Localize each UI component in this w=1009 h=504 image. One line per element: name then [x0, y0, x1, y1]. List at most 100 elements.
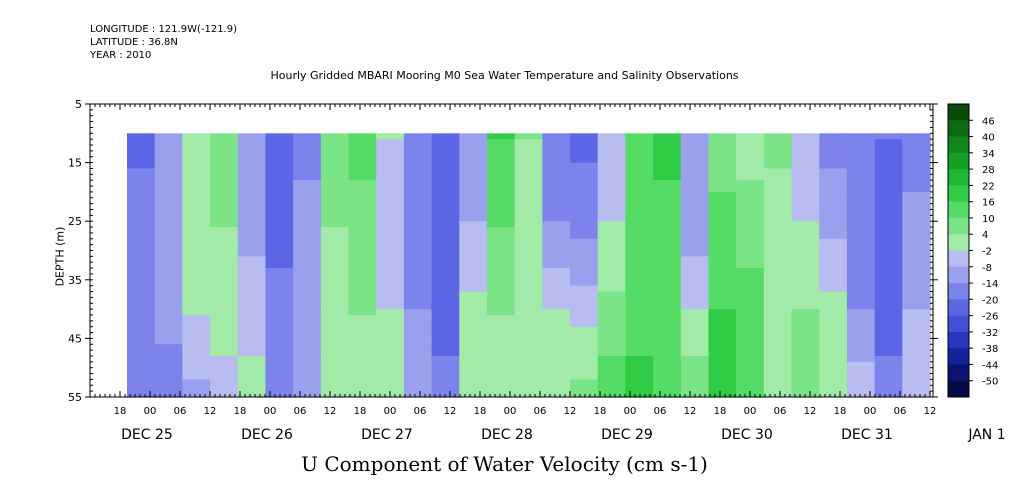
- colorbar-tick-label: -26: [982, 312, 998, 323]
- colorbar-tick-label: 16: [982, 198, 995, 209]
- heatmap-cell: [431, 314, 460, 322]
- heatmap-cell: [320, 191, 350, 199]
- heatmap-cell: [570, 338, 599, 345]
- heatmap-cell: [154, 150, 183, 158]
- heatmap-cell: [431, 191, 460, 199]
- heatmap-cell: [791, 291, 820, 298]
- heatmap-cell: [902, 332, 931, 339]
- heatmap-cell: [182, 279, 211, 287]
- heatmap-cell: [708, 150, 737, 158]
- heatmap-cell: [625, 203, 654, 211]
- heatmap-cell: [680, 227, 710, 234]
- heatmap-cell: [265, 297, 294, 304]
- heatmap-cell: [736, 139, 765, 146]
- heatmap-cell: [237, 344, 267, 351]
- heatmap-cell: [348, 244, 377, 252]
- heatmap-cell: [902, 291, 931, 298]
- heatmap-cell: [154, 191, 183, 199]
- heatmap-cell: [210, 273, 239, 281]
- heatmap-cell: [653, 350, 682, 357]
- heatmap-cell: [791, 367, 820, 375]
- heatmap-cell: [736, 168, 765, 175]
- heatmap-cell: [348, 291, 377, 298]
- heatmap-cell: [237, 314, 267, 322]
- heatmap-cell: [431, 203, 460, 211]
- heatmap-cell: [708, 250, 737, 257]
- heatmap-cell: [320, 344, 350, 351]
- heatmap-cell: [320, 262, 350, 269]
- heatmap-cell: [486, 385, 516, 392]
- heatmap-cell: [459, 314, 488, 322]
- heatmap-cell: [210, 297, 239, 304]
- heatmap-cell: [376, 139, 405, 146]
- heatmap-cell: [680, 150, 710, 158]
- heatmap-cell: [293, 197, 322, 205]
- heatmap-cell: [736, 232, 765, 240]
- heatmap-cell: [819, 250, 848, 257]
- heatmap-cell: [265, 186, 294, 193]
- heatmap-cell: [459, 139, 488, 146]
- heatmap-cell: [403, 139, 433, 146]
- heatmap-cell: [210, 197, 239, 205]
- heatmap-cell: [597, 373, 627, 381]
- heatmap-cell: [127, 314, 156, 322]
- heatmap-cell: [597, 367, 627, 375]
- heatmap-cell: [486, 361, 516, 369]
- x-hour-label: 18: [234, 406, 247, 417]
- heatmap-cell: [210, 391, 239, 398]
- heatmap-cell: [874, 391, 903, 398]
- heatmap-cell: [127, 373, 156, 381]
- heatmap-cell: [293, 133, 322, 140]
- heatmap-cell: [653, 209, 682, 216]
- x-day-label: DEC 29: [601, 427, 653, 443]
- heatmap-cell: [376, 344, 405, 351]
- heatmap-cell: [127, 250, 156, 257]
- heatmap-cell: [846, 303, 876, 310]
- heatmap-cell: [403, 355, 433, 363]
- heatmap-cell: [237, 285, 267, 293]
- heatmap-cell: [542, 314, 571, 322]
- heatmap-cell: [154, 256, 183, 263]
- heatmap-cell: [431, 209, 460, 216]
- heatmap-cell: [431, 133, 460, 140]
- heatmap-cell: [237, 367, 267, 375]
- heatmap-cell: [376, 326, 405, 334]
- heatmap-cell: [265, 256, 294, 263]
- heatmap-cell: [653, 303, 682, 310]
- heatmap-cell: [514, 221, 543, 228]
- heatmap-cell: [210, 355, 239, 363]
- heatmap-cell: [736, 338, 765, 345]
- heatmap-cell: [431, 320, 460, 328]
- heatmap-cell: [736, 361, 765, 369]
- heatmap-cell: [874, 215, 903, 222]
- heatmap-cell: [182, 197, 211, 205]
- heatmap-cell: [763, 385, 793, 392]
- heatmap-cell: [320, 320, 350, 328]
- heatmap-cell: [459, 279, 488, 287]
- heatmap-cell: [625, 268, 654, 275]
- heatmap-cell: [265, 133, 294, 140]
- heatmap-cell: [514, 174, 543, 181]
- heatmap-cell: [625, 227, 654, 234]
- heatmap-cell: [874, 168, 903, 175]
- y-tick-label: 55: [68, 391, 82, 404]
- heatmap-cell: [320, 303, 350, 310]
- heatmap-cell: [874, 262, 903, 269]
- heatmap-cell: [846, 320, 876, 328]
- heatmap-cell: [763, 367, 793, 375]
- heatmap-cell: [127, 273, 156, 281]
- heatmap-cell: [293, 338, 322, 345]
- heatmap-cell: [293, 268, 322, 275]
- heatmap-cell: [403, 156, 433, 164]
- heatmap-cell: [127, 221, 156, 228]
- heatmap-cell: [320, 291, 350, 298]
- heatmap-cell: [265, 150, 294, 158]
- colorbar-tick-label: 40: [982, 133, 995, 144]
- heatmap-cell: [874, 221, 903, 228]
- heatmap-cell: [376, 361, 405, 369]
- heatmap-cell: [348, 332, 377, 339]
- heatmap-cell: [237, 291, 267, 298]
- heatmap-cell: [791, 338, 820, 345]
- heatmap-cell: [376, 309, 405, 316]
